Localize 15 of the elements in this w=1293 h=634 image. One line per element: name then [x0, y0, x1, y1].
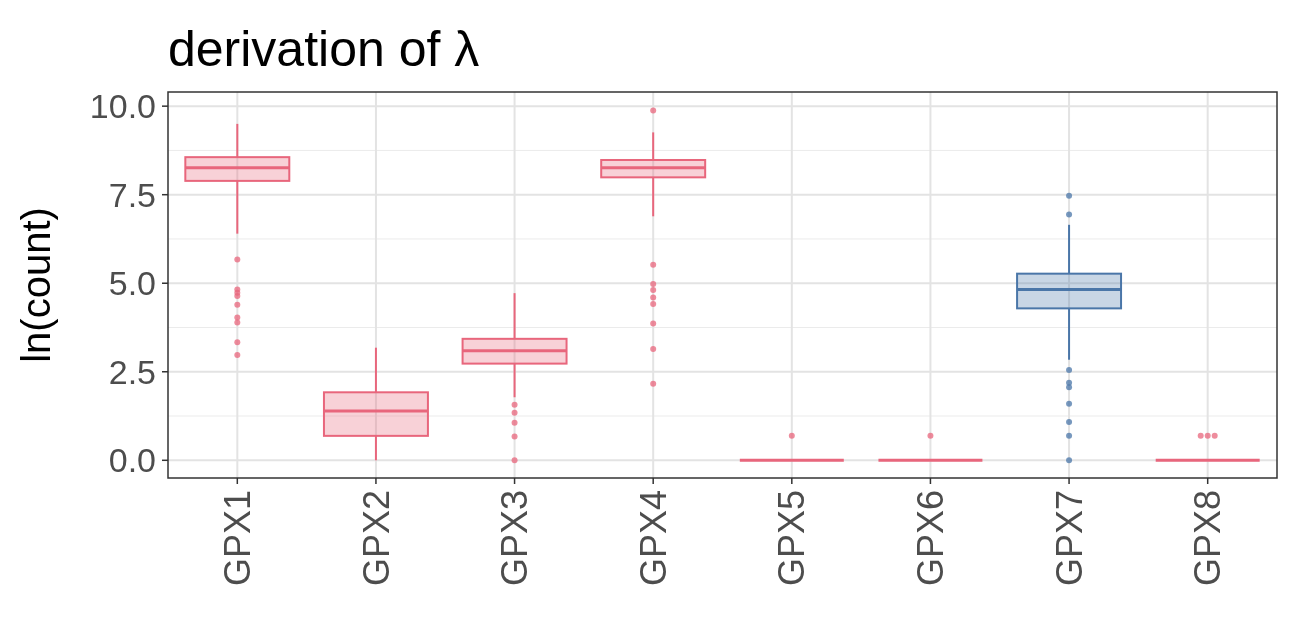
- y-axis-title: ln(count): [14, 207, 58, 363]
- x-tick-label: GPX1: [216, 490, 258, 587]
- y-tick-label: 2.5: [108, 352, 156, 391]
- x-tick-label: GPX3: [494, 490, 536, 587]
- chart-title: derivation of λ: [168, 21, 480, 77]
- x-tick-label: GPX8: [1187, 490, 1229, 587]
- y-tick-label: 0.0: [108, 441, 156, 480]
- x-tick-label: GPX4: [632, 490, 674, 587]
- x-tick-label: GPX2: [355, 490, 397, 587]
- y-tick-label: 7.5: [108, 175, 156, 214]
- x-tick-label: GPX6: [910, 490, 952, 587]
- y-tick-label: 5.0: [108, 264, 156, 303]
- x-tick-label: GPX7: [1048, 490, 1090, 587]
- y-tick-label: 10.0: [89, 87, 156, 126]
- x-tick-label: GPX5: [771, 490, 813, 587]
